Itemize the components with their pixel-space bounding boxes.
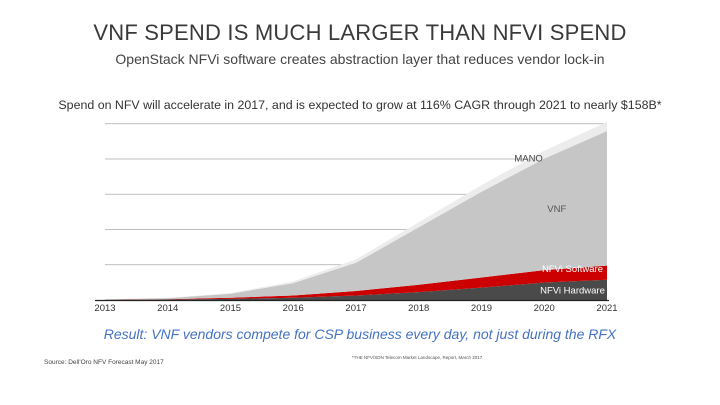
x-tick-labels: 2013 2014 2015 2016 2017 2018 2019 2020 2021 <box>94 303 617 314</box>
result-text: Result: VNF vendors compete for CSP busi… <box>103 326 617 342</box>
subtitle: OpenStack NFVi software creates abstract… <box>115 51 605 67</box>
label-vnf: VNF <box>547 204 566 215</box>
x-tick-label: 2020 <box>534 303 555 314</box>
area-series <box>105 122 607 300</box>
source-note: Source: Dell'Oro NFV Forecast May 2017 <box>44 359 164 366</box>
x-tick-label: 2014 <box>157 303 178 314</box>
series-labels: NFVi Hardware NFVi Software VNF MANO <box>514 153 605 296</box>
footnote: *THE NFV/SDN Telecom Market Landscape, R… <box>352 355 483 360</box>
x-tick-label: 2019 <box>471 303 492 314</box>
area-nfvi-hardware <box>105 279 607 300</box>
x-tick-label: 2013 <box>94 303 115 314</box>
label-mano: MANO <box>514 153 543 164</box>
x-tick-label: 2018 <box>408 303 429 314</box>
label-nfvi-software: NFVi Software <box>542 264 603 275</box>
x-tick-label: 2016 <box>283 303 304 314</box>
area-vnf <box>105 131 607 300</box>
page-title: VNF SPEND IS MUCH LARGER THAN NFVI SPEND <box>93 20 627 45</box>
label-nfvi-hardware: NFVi Hardware <box>540 286 605 297</box>
x-tick-label: 2021 <box>596 303 617 314</box>
stacked-area-chart: 2013 2014 2015 2016 2017 2018 2019 2020 2021 NFV… <box>94 122 618 314</box>
area-nfvi-software <box>105 265 607 300</box>
lead-text: Spend on NFV will accelerate in 2017, an… <box>58 98 662 112</box>
x-tick-label: 2017 <box>345 303 366 314</box>
x-tick-label: 2015 <box>220 303 241 314</box>
